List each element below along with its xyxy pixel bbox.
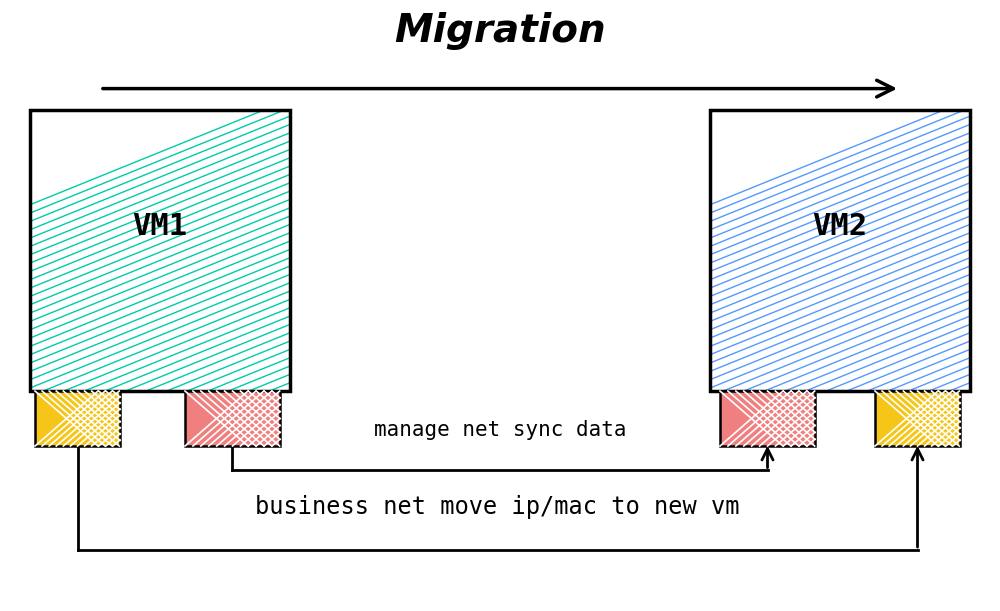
Text: Migration: Migration	[394, 12, 606, 49]
Bar	[720, 391, 815, 446]
Bar	[30, 110, 290, 391]
Text: VM1: VM1	[132, 211, 188, 241]
Bar	[875, 391, 960, 446]
Bar	[30, 110, 290, 391]
Bar	[710, 110, 970, 391]
Text: manage net sync data: manage net sync data	[374, 420, 626, 440]
Text: VM2: VM2	[812, 211, 868, 241]
Bar	[710, 110, 970, 391]
Bar	[35, 391, 120, 446]
Bar	[185, 391, 280, 446]
Text: business net move ip/mac to new vm: business net move ip/mac to new vm	[255, 496, 740, 519]
